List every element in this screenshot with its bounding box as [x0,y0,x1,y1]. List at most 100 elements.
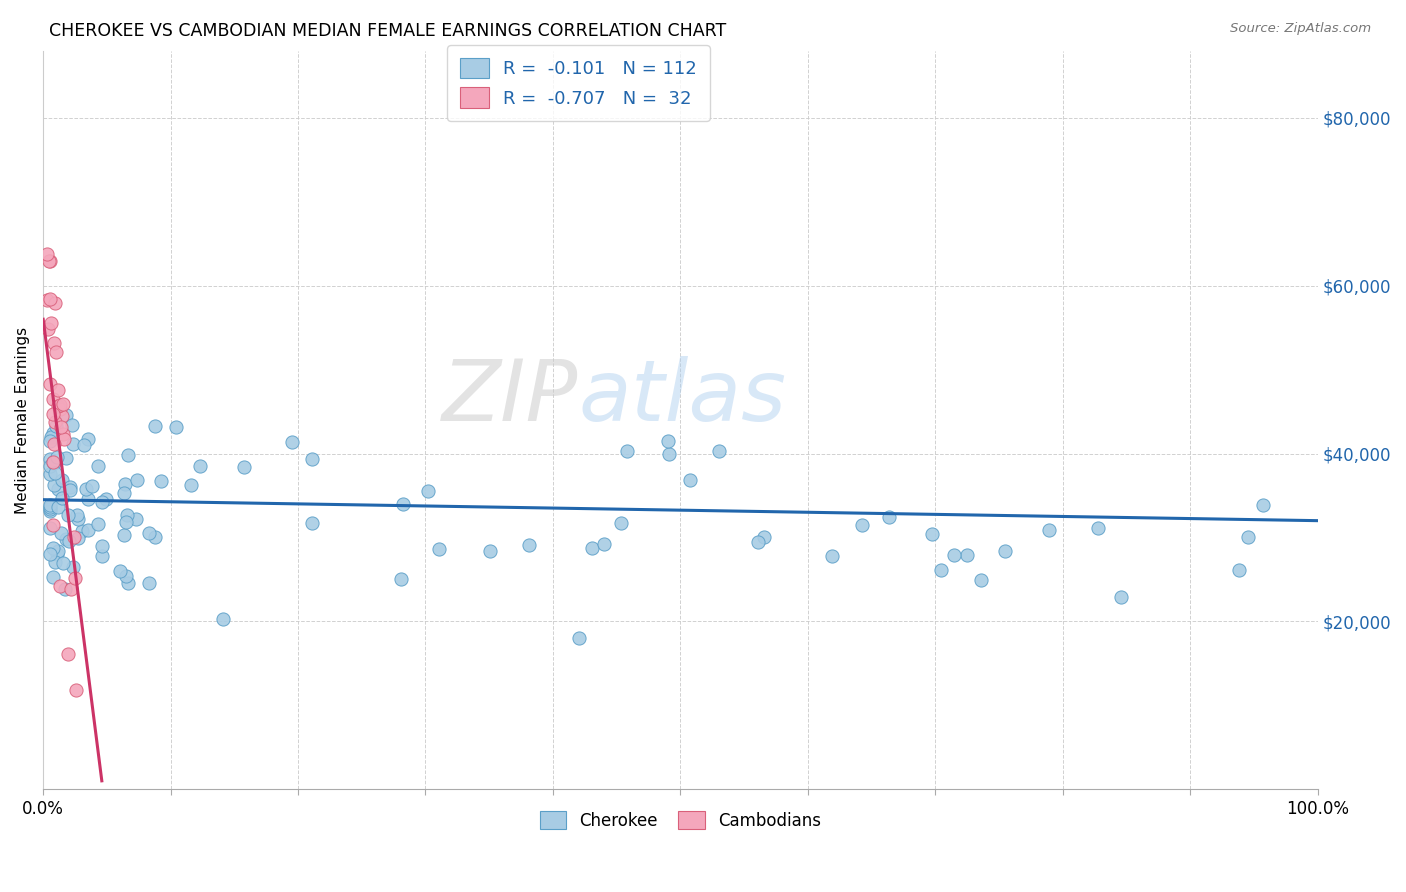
Point [851,517,873,532]
Point [707,444,730,458]
Point [970,573,993,587]
Point [38,467,60,482]
Point [55,533,77,547]
Point [658,447,681,461]
Point [62,437,84,451]
Point [37,322,59,336]
Point [58,533,80,548]
Point [956,549,979,563]
Point [38,254,60,268]
Point [38,458,60,473]
Point [52,427,75,442]
Point [60,417,83,432]
Point [117,448,139,462]
Point [42,569,65,583]
Point [112,527,135,541]
Point [65,682,87,697]
Point [76,432,98,446]
Point [90,494,112,508]
Point [42,426,65,441]
Point [42,455,65,469]
Point [42,407,65,421]
Point [1087,521,1109,535]
Point [392,497,415,511]
Point [87,458,110,473]
Point [165,419,187,434]
Point [48,398,70,412]
Point [73,438,96,452]
Point [51,420,73,434]
Point [66,508,89,522]
Point [77,491,100,506]
Point [66,511,89,525]
Text: CHEROKEE VS CAMBODIAN MEDIAN FEMALE EARNINGS CORRELATION CHART: CHEROKEE VS CAMBODIAN MEDIAN FEMALE EARN… [49,22,727,40]
Point [59,582,82,596]
Point [42,436,65,450]
Point [138,526,160,541]
Point [593,537,616,551]
Point [301,516,323,531]
Point [58,647,80,661]
Point [568,631,591,645]
Point [80,479,103,493]
Point [52,433,75,447]
Point [38,504,60,518]
Point [143,530,166,544]
Point [517,538,540,552]
Point [114,477,136,491]
Point [51,409,73,424]
Point [56,508,79,522]
Point [747,534,769,549]
Point [212,612,235,626]
Point [478,544,501,558]
Point [70,524,93,538]
Point [994,544,1017,558]
Point [46,383,69,397]
Point [112,486,135,500]
Point [48,544,70,558]
Point [59,480,82,494]
Point [1253,498,1275,512]
Point [821,549,844,563]
Point [281,434,304,449]
Point [389,572,412,586]
Point [37,247,59,261]
Point [38,501,60,516]
Point [616,443,638,458]
Point [879,510,901,524]
Point [117,576,139,591]
Text: atlas: atlas [578,356,786,439]
Point [942,549,965,563]
Point [38,500,60,515]
Point [48,400,70,414]
Point [115,508,138,522]
Point [45,548,67,562]
Point [44,415,66,429]
Point [39,253,62,268]
Point [1038,523,1060,537]
Point [44,296,66,310]
Point [38,498,60,512]
Point [180,478,202,492]
Point [45,450,67,464]
Point [427,541,450,556]
Point [45,418,67,433]
Text: ZIP: ZIP [441,356,578,439]
Point [678,473,700,487]
Point [39,317,62,331]
Point [38,451,60,466]
Point [108,564,131,578]
Point [49,579,72,593]
Point [416,483,439,498]
Point [65,571,87,585]
Point [44,466,66,480]
Point [42,518,65,533]
Point [42,392,65,407]
Point [657,434,679,448]
Legend: Cherokee, Cambodians: Cherokee, Cambodians [533,805,828,837]
Point [44,478,66,492]
Point [114,568,136,582]
Point [46,500,69,514]
Point [1227,563,1250,577]
Point [67,531,90,545]
